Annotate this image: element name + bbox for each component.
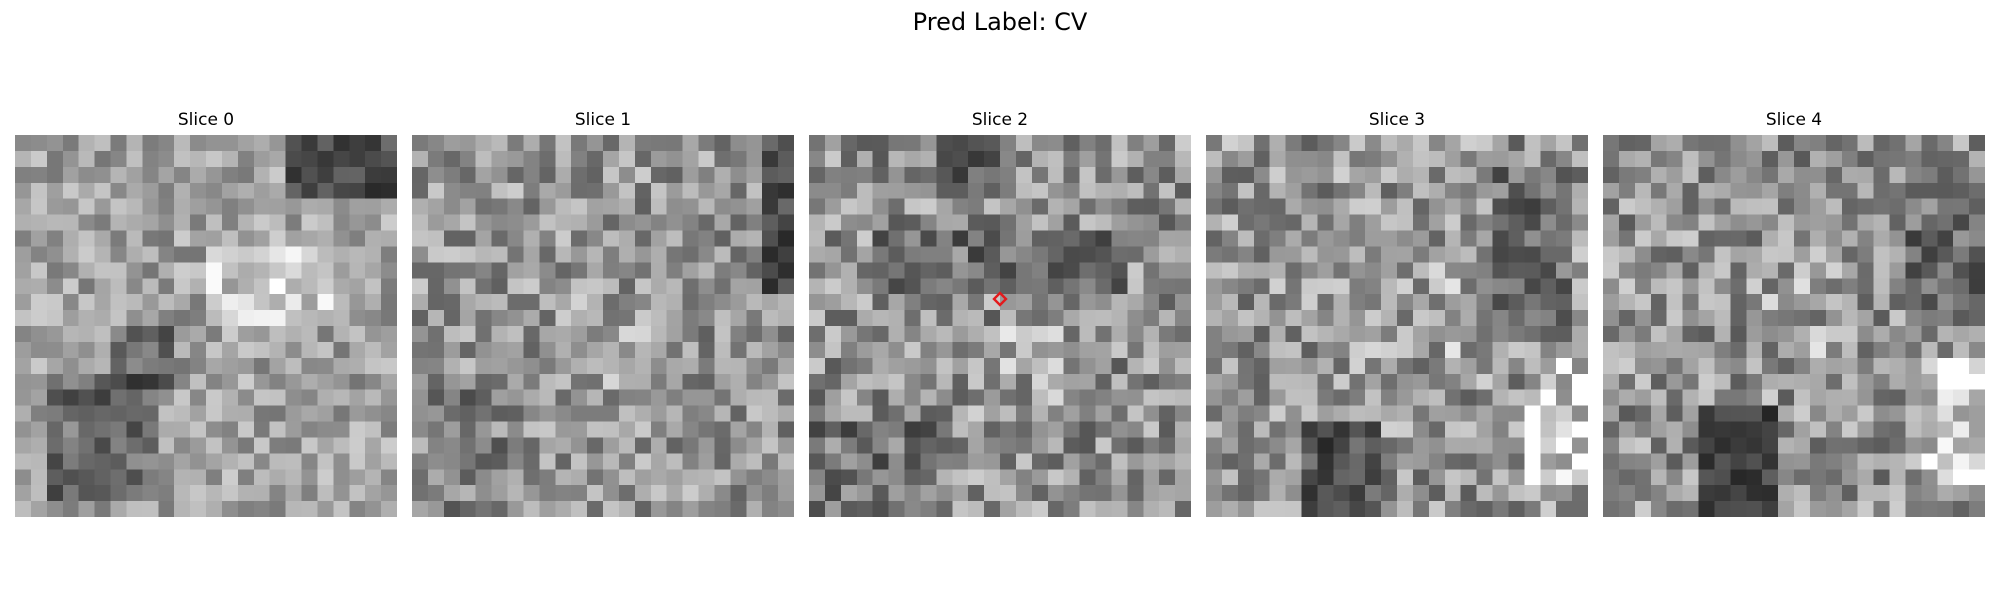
figure-title: Pred Label: CV (912, 8, 1088, 36)
slice-title-3: Slice 3 (1368, 110, 1426, 130)
slice-panel-3: Slice 3 (1206, 108, 1588, 517)
slice-panel-2: Slice 2 (809, 108, 1191, 517)
slice-title-4: Slice 4 (1765, 110, 1823, 130)
target-marker-icon (992, 291, 1008, 307)
slice-panel-4: Slice 4 (1603, 108, 1985, 517)
slice-image-4 (1603, 135, 1985, 517)
slice-title-2: Slice 2 (971, 110, 1029, 130)
slice-title-1: Slice 1 (574, 110, 632, 130)
slice-image-1 (412, 135, 794, 517)
slice-panel-0: Slice 0 (15, 108, 397, 517)
slice-panel-1: Slice 1 (412, 108, 794, 517)
slice-title-0: Slice 0 (177, 110, 235, 130)
slice-image-0 (15, 135, 397, 517)
slice-image-2 (809, 135, 1191, 517)
slice-image-3 (1206, 135, 1588, 517)
